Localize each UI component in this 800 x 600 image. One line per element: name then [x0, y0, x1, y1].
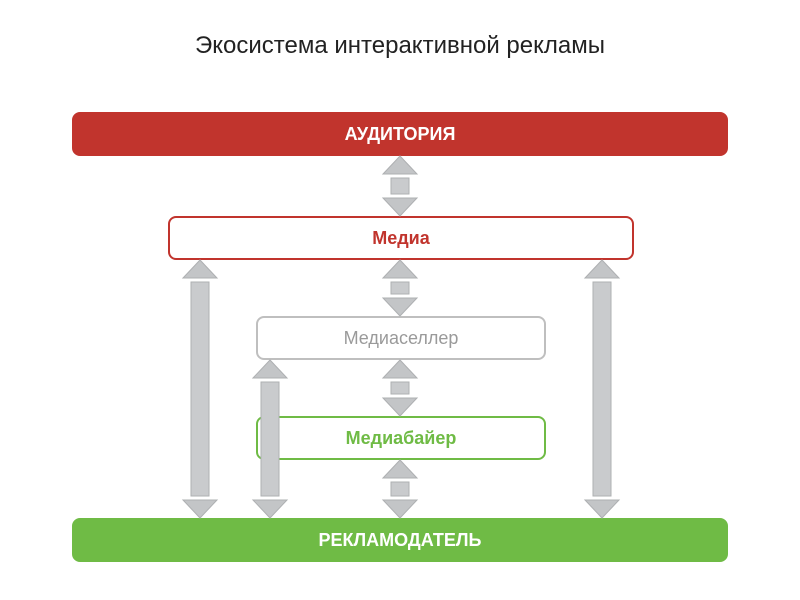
- diagram-title: Экосистема интерактивной рекламы: [0, 32, 800, 60]
- box-media-label: Медиа: [372, 228, 430, 249]
- box-mediaseller: Медиаселлер: [256, 316, 546, 360]
- box-audience-label: АУДИТОРИЯ: [345, 124, 456, 145]
- box-audience: АУДИТОРИЯ: [72, 112, 728, 156]
- double-arrow-icon: [383, 460, 417, 518]
- double-arrow-icon: [383, 156, 417, 216]
- box-advertiser: РЕКЛАМОДАТЕЛЬ: [72, 518, 728, 562]
- box-advertiser-label: РЕКЛАМОДАТЕЛЬ: [319, 530, 482, 551]
- double-arrow-icon: [383, 360, 417, 416]
- double-arrow-icon: [383, 260, 417, 316]
- double-arrow-icon: [183, 260, 217, 518]
- box-mediabuyer-label: Медиабайер: [346, 428, 457, 449]
- diagram-stage: Экосистема интерактивной рекламы АУДИТОР…: [0, 0, 800, 600]
- box-media: Медиа: [168, 216, 634, 260]
- double-arrow-icon: [585, 260, 619, 518]
- double-arrow-icon: [253, 360, 287, 518]
- box-mediaseller-label: Медиаселлер: [344, 328, 459, 349]
- box-mediabuyer: Медиабайер: [256, 416, 546, 460]
